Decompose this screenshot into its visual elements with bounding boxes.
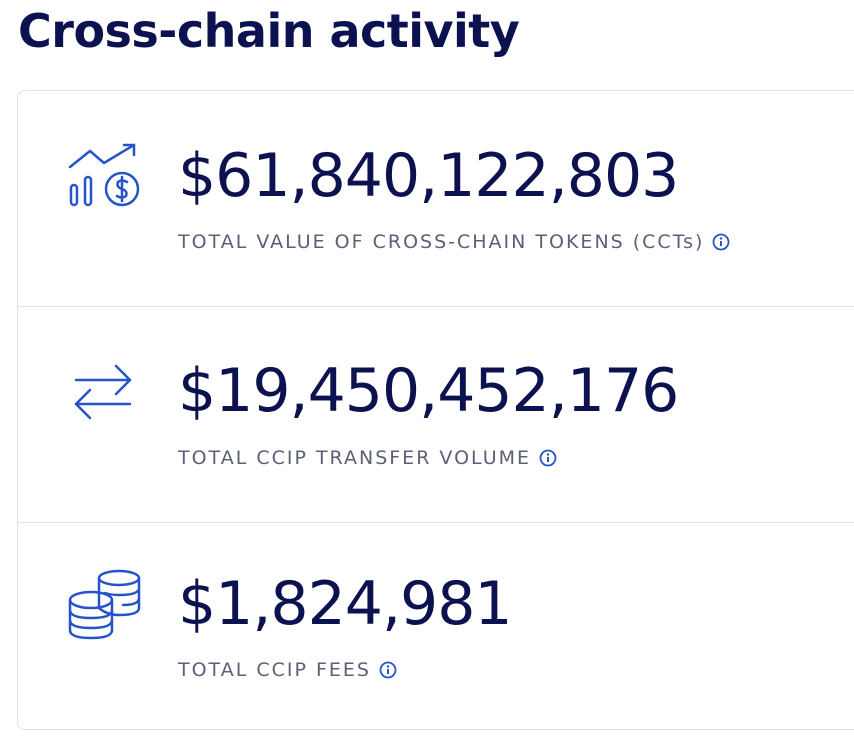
stats-card: $61,840,122,803 TOTAL VALUE OF CROSS-CHA…: [17, 90, 854, 730]
transfer-icon: [74, 364, 132, 420]
coins-icon: [68, 569, 141, 640]
stat-value: $61,840,122,803: [178, 141, 679, 211]
stat-label-text: TOTAL CCIP FEES: [178, 659, 371, 681]
stat-label-text: TOTAL VALUE OF CROSS-CHAIN TOKENS (CCTs): [178, 231, 705, 253]
stat-value: $19,450,452,176: [178, 356, 679, 426]
chart-dollar-icon: [68, 143, 140, 207]
stat-label-text: TOTAL CCIP TRANSFER VOLUME: [178, 447, 531, 469]
info-icon[interactable]: [712, 233, 730, 251]
stat-label: TOTAL VALUE OF CROSS-CHAIN TOKENS (CCTs): [178, 231, 730, 253]
info-icon[interactable]: [539, 449, 557, 467]
stat-row: $1,824,981 TOTAL CCIP FEES: [18, 523, 854, 738]
stat-label: TOTAL CCIP TRANSFER VOLUME: [178, 447, 557, 469]
page: Cross-chain activity $61,840,122,803 TOT…: [17, 4, 854, 730]
stat-row: $19,450,452,176 TOTAL CCIP TRANSFER VOLU…: [18, 307, 854, 523]
stat-label: TOTAL CCIP FEES: [178, 659, 397, 681]
info-icon[interactable]: [379, 661, 397, 679]
stat-row: $61,840,122,803 TOTAL VALUE OF CROSS-CHA…: [18, 91, 854, 307]
stat-value: $1,824,981: [178, 569, 513, 639]
page-title: Cross-chain activity: [18, 4, 520, 58]
